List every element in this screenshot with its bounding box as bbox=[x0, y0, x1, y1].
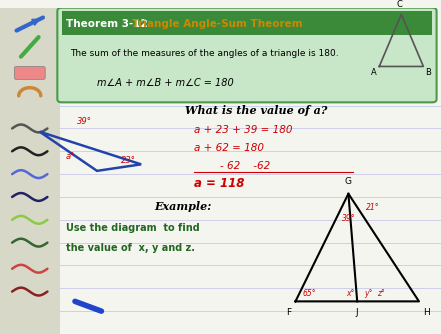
Text: J: J bbox=[356, 308, 359, 317]
Text: Use the diagram  to find: Use the diagram to find bbox=[66, 223, 200, 233]
Text: a°: a° bbox=[66, 152, 75, 161]
Text: 39°: 39° bbox=[342, 214, 355, 223]
Text: B: B bbox=[426, 68, 431, 77]
Text: 65°: 65° bbox=[302, 290, 316, 299]
Text: the value of  x, y and z.: the value of x, y and z. bbox=[66, 243, 195, 253]
Text: The sum of the measures of the angles of a triangle is 180.: The sum of the measures of the angles of… bbox=[71, 49, 339, 58]
Text: H: H bbox=[423, 308, 430, 317]
Text: a + 62 = 180: a + 62 = 180 bbox=[194, 143, 264, 153]
Text: m∠A + m∠B + m∠C = 180: m∠A + m∠B + m∠C = 180 bbox=[97, 78, 234, 88]
Text: 39°: 39° bbox=[77, 117, 92, 126]
Text: 21°: 21° bbox=[366, 203, 380, 212]
Text: Example:: Example: bbox=[154, 201, 212, 212]
Text: F: F bbox=[286, 308, 291, 317]
Text: A: A bbox=[371, 68, 377, 77]
Text: What is the value of a?: What is the value of a? bbox=[185, 105, 328, 116]
FancyBboxPatch shape bbox=[62, 11, 432, 35]
Text: x°: x° bbox=[346, 290, 355, 299]
Text: Theorem 3-12: Theorem 3-12 bbox=[66, 19, 148, 29]
FancyBboxPatch shape bbox=[14, 66, 45, 79]
Text: Triangle Angle-Sum Theorem: Triangle Angle-Sum Theorem bbox=[132, 19, 303, 29]
FancyBboxPatch shape bbox=[57, 8, 437, 102]
Text: z°: z° bbox=[377, 290, 385, 299]
Text: G: G bbox=[345, 177, 352, 186]
Text: a = 118: a = 118 bbox=[194, 177, 244, 190]
Text: a + 23 + 39 = 180: a + 23 + 39 = 180 bbox=[194, 125, 292, 135]
Text: C: C bbox=[396, 0, 402, 9]
Text: - 62    -62: - 62 -62 bbox=[220, 161, 271, 171]
Text: y°: y° bbox=[364, 290, 372, 299]
FancyBboxPatch shape bbox=[0, 8, 60, 334]
Text: 23°: 23° bbox=[121, 156, 136, 165]
